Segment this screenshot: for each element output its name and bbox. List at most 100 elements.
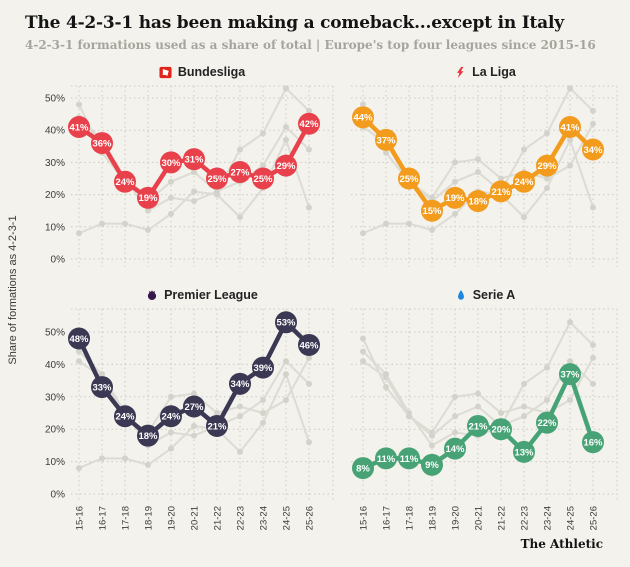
x-tick-label: 24-25 — [282, 506, 293, 530]
gray-series-marker — [168, 194, 174, 201]
x-tick-label: 18-19 — [144, 506, 155, 530]
serie-a-chart: 15-16 16-17 17-18 18-19 19-20 20-21 21-22 22-23… — [351, 308, 618, 530]
gray-series-marker — [237, 146, 243, 153]
data-point-value: 34% — [583, 145, 603, 156]
data-point-value: 53% — [276, 318, 296, 329]
data-point-bubble — [68, 327, 90, 350]
data-point-value: 25% — [399, 174, 419, 185]
data-point-bubble — [467, 190, 489, 213]
data-point-bubble — [252, 167, 274, 190]
data-point-bubble — [582, 138, 604, 161]
gray-series-marker — [452, 178, 458, 185]
gray-series-marker — [452, 159, 458, 166]
gray-series-marker — [567, 136, 573, 143]
data-point-value: 18% — [138, 431, 158, 442]
panel-title-bundesliga: Bundesliga — [25, 60, 337, 84]
gray-series-marker — [168, 210, 174, 217]
gray-series-marker — [306, 107, 312, 114]
gray-series-marker — [590, 341, 596, 348]
gray-series-marker — [544, 175, 550, 182]
data-point-bubble — [298, 333, 320, 356]
data-point-bubble — [559, 363, 581, 386]
data-point-value: 14% — [445, 444, 465, 455]
panel-title-label: Serie A — [472, 288, 516, 302]
x-tick-label: 17-18 — [121, 506, 132, 530]
gray-series-marker — [145, 461, 151, 468]
data-point-bubble — [68, 115, 90, 138]
data-point-value: 41% — [560, 122, 580, 133]
data-point-bubble — [352, 106, 374, 129]
gray-series-marker — [145, 207, 151, 214]
x-tick-label: 21-22 — [213, 506, 224, 530]
gray-series-marker — [191, 188, 197, 195]
data-point-value: 21% — [468, 421, 488, 432]
panel-premier-league: Premier League 0% 10% 20% 30% 40% 50% 15-16 16-… — [25, 283, 337, 539]
data-point-value: 27% — [184, 402, 204, 413]
x-tick-label: 25-26 — [305, 506, 316, 530]
panel-title-label: La Liga — [472, 65, 516, 79]
data-point-bubble — [137, 186, 159, 209]
x-tick-label: 23-24 — [543, 506, 554, 530]
data-point-value: 24% — [115, 177, 135, 188]
data-point-value: 15% — [422, 206, 442, 217]
data-point-bubble — [91, 132, 113, 155]
data-point-value: 31% — [184, 155, 204, 166]
data-point-value: 37% — [560, 370, 580, 381]
data-point-value: 30% — [161, 158, 181, 169]
gray-series-marker — [429, 432, 435, 439]
y-tick-label: 50% — [45, 328, 65, 339]
y-tick-label: 0% — [51, 490, 66, 501]
data-point-bubble — [513, 440, 535, 463]
gray-series-marker — [498, 175, 504, 182]
gray-series-marker — [214, 191, 220, 198]
gray-series-marker — [191, 390, 197, 397]
gray-series-marker — [498, 410, 504, 416]
gray-series-marker — [590, 107, 596, 114]
x-tick-label: 15-16 — [75, 506, 86, 530]
data-point-bubble — [536, 411, 558, 434]
data-point-bubble — [582, 431, 604, 454]
data-point-value: 41% — [69, 122, 89, 133]
data-point-value: 11% — [400, 454, 419, 465]
y-tick-label: 10% — [45, 222, 65, 233]
gray-series-marker — [122, 455, 128, 462]
gray-series-marker — [99, 220, 105, 227]
gray-series-marker — [360, 101, 366, 108]
gray-series-marker — [544, 130, 550, 137]
serie-a-logo-icon — [455, 289, 467, 302]
data-point-value: 22% — [537, 418, 557, 429]
gray-series-marker — [168, 393, 174, 400]
gray-series-marker — [429, 227, 435, 234]
gray-series-marker — [260, 410, 266, 416]
panel-title-serie-a: Serie A — [349, 283, 621, 307]
data-point-bubble — [114, 170, 136, 193]
gray-series-marker — [306, 380, 312, 387]
x-tick-label: 17-18 — [405, 506, 416, 530]
gray-series-marker — [99, 371, 105, 378]
gray-series-marker — [191, 169, 197, 176]
data-point-bubble — [398, 167, 420, 190]
data-point-bubble — [275, 311, 297, 334]
data-point-bubble — [444, 437, 466, 460]
gray-series-marker — [76, 348, 82, 355]
gray-series-marker — [406, 413, 412, 420]
x-tick-label: 16-17 — [382, 506, 393, 530]
gray-series-marker — [306, 204, 312, 211]
data-point-value: 29% — [276, 161, 296, 172]
data-point-bubble — [137, 424, 159, 447]
data-point-bubble — [490, 180, 512, 203]
gray-series-marker — [475, 169, 481, 176]
data-point-bubble — [160, 151, 182, 174]
data-point-value: 29% — [537, 161, 557, 172]
x-tick-label: 15-16 — [359, 506, 370, 530]
data-point-value: 8% — [356, 463, 370, 474]
page-title: The 4-2-3-1 has been making a comeback..… — [25, 13, 564, 33]
data-point-value: 21% — [491, 187, 511, 198]
gray-series-marker — [590, 204, 596, 211]
x-tick-label: 22-23 — [520, 506, 531, 530]
gray-series-marker — [567, 397, 573, 404]
gray-series-marker — [283, 136, 289, 143]
data-point-bubble — [114, 405, 136, 428]
gray-series-marker — [99, 455, 105, 462]
data-point-bubble — [91, 376, 113, 399]
